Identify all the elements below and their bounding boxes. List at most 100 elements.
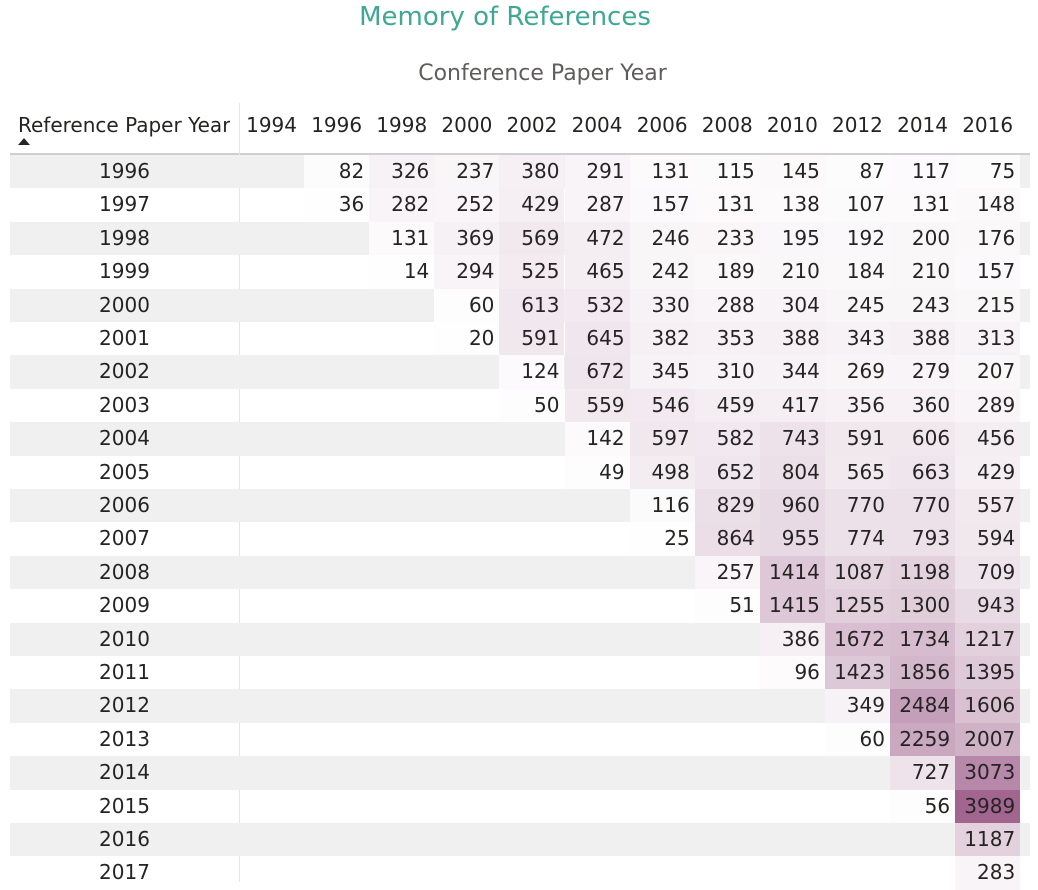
row-header-2002[interactable]: 2002 — [99, 359, 150, 384]
matrix-cell[interactable]: 283 — [955, 856, 1021, 890]
matrix-cell[interactable]: 138 — [759, 188, 825, 222]
matrix-cell[interactable]: 417 — [759, 388, 825, 423]
matrix-cell[interactable]: 382 — [629, 322, 695, 356]
matrix-cell[interactable]: 388 — [890, 322, 956, 356]
row-header-1996[interactable]: 1996 — [99, 159, 150, 183]
matrix-cell[interactable]: 56 — [890, 789, 956, 823]
matrix-cell[interactable]: 597 — [629, 422, 695, 456]
matrix-cell[interactable]: 96 — [759, 656, 825, 690]
matrix-cell[interactable]: 124 — [499, 355, 565, 389]
matrix-cell[interactable]: 582 — [694, 422, 760, 456]
matrix-cell[interactable]: 51 — [694, 589, 760, 623]
matrix-cell[interactable]: 1300 — [890, 589, 956, 623]
matrix-cell[interactable]: 207 — [955, 355, 1021, 389]
matrix-cell[interactable]: 294 — [434, 255, 500, 289]
row-header-2008[interactable]: 2008 — [99, 559, 150, 584]
matrix-cell[interactable]: 1606 — [955, 689, 1021, 723]
matrix-cell[interactable]: 546 — [629, 388, 695, 423]
matrix-cell[interactable]: 115 — [694, 155, 760, 189]
matrix-cell[interactable]: 1856 — [890, 656, 956, 690]
matrix-cell[interactable]: 157 — [955, 255, 1021, 289]
matrix-cell[interactable]: 793 — [890, 522, 956, 556]
matrix-cell[interactable]: 960 — [759, 489, 825, 523]
row-header-2014[interactable]: 2014 — [99, 760, 150, 785]
matrix-cell[interactable]: 252 — [434, 188, 500, 222]
matrix-cell[interactable]: 652 — [694, 455, 760, 489]
row-header-2016[interactable]: 2016 — [99, 827, 150, 851]
matrix-cell[interactable]: 60 — [434, 288, 500, 322]
matrix-cell[interactable]: 1087 — [824, 555, 890, 590]
matrix-cell[interactable]: 233 — [694, 221, 760, 256]
matrix-cell[interactable]: 1415 — [759, 589, 825, 623]
matrix-cell[interactable]: 829 — [694, 489, 760, 523]
matrix-cell[interactable]: 291 — [564, 155, 630, 189]
row-header-2003[interactable]: 2003 — [99, 392, 150, 417]
matrix-cell[interactable]: 559 — [564, 388, 630, 423]
row-header-2005[interactable]: 2005 — [99, 459, 150, 484]
row-header-2007[interactable]: 2007 — [99, 526, 150, 551]
matrix-cell[interactable]: 117 — [890, 155, 956, 189]
matrix-cell[interactable]: 804 — [759, 455, 825, 489]
matrix-cell[interactable]: 142 — [564, 422, 630, 456]
matrix-cell[interactable]: 60 — [824, 722, 890, 757]
matrix-cell[interactable]: 25 — [629, 522, 695, 556]
matrix-cell[interactable]: 289 — [955, 388, 1021, 423]
row-header-2001[interactable]: 2001 — [99, 326, 150, 350]
row-header-title[interactable]: Reference Paper Year — [18, 113, 231, 137]
matrix-cell[interactable]: 2007 — [955, 722, 1021, 757]
matrix-cell[interactable]: 245 — [824, 288, 890, 322]
matrix-cell[interactable]: 943 — [955, 589, 1021, 623]
matrix-cell[interactable]: 1734 — [890, 622, 956, 656]
matrix-cell[interactable]: 75 — [955, 155, 1021, 189]
matrix-cell[interactable]: 1187 — [955, 823, 1021, 857]
matrix-cell[interactable]: 14 — [369, 255, 435, 289]
matrix-cell[interactable]: 356 — [824, 388, 890, 423]
row-header-1999[interactable]: 1999 — [99, 259, 150, 284]
row-header-1998[interactable]: 1998 — [99, 225, 150, 250]
matrix-cell[interactable]: 709 — [955, 555, 1021, 590]
row-header-2006[interactable]: 2006 — [99, 493, 150, 517]
matrix-cell[interactable]: 237 — [434, 155, 500, 189]
matrix-cell[interactable]: 472 — [564, 221, 630, 256]
matrix-cell[interactable]: 131 — [629, 155, 695, 189]
matrix-cell[interactable]: 345 — [629, 355, 695, 389]
matrix-cell[interactable]: 344 — [759, 355, 825, 389]
matrix-cell[interactable]: 107 — [824, 188, 890, 222]
column-header-2006[interactable]: 2006 — [636, 113, 688, 137]
column-header-2014[interactable]: 2014 — [897, 113, 948, 137]
matrix-cell[interactable]: 1395 — [955, 656, 1021, 690]
matrix-cell[interactable]: 743 — [759, 422, 825, 456]
matrix-cell[interactable]: 210 — [890, 255, 956, 289]
matrix-cell[interactable]: 465 — [564, 255, 630, 289]
matrix-cell[interactable]: 525 — [499, 255, 565, 289]
matrix-cell[interactable]: 282 — [369, 188, 435, 222]
matrix-cell[interactable]: 50 — [499, 388, 565, 423]
matrix-cell[interactable]: 1423 — [824, 656, 890, 690]
matrix-cell[interactable]: 565 — [824, 455, 890, 489]
matrix-cell[interactable]: 2484 — [890, 689, 956, 723]
matrix-cell[interactable]: 1217 — [955, 622, 1021, 656]
matrix-cell[interactable]: 770 — [890, 489, 956, 523]
column-header-1994[interactable]: 1994 — [246, 113, 297, 137]
column-header-2012[interactable]: 2012 — [831, 113, 883, 137]
matrix-cell[interactable]: 192 — [824, 221, 890, 256]
matrix-cell[interactable]: 116 — [629, 489, 695, 523]
matrix-cell[interactable]: 3989 — [955, 789, 1021, 823]
row-header-2010[interactable]: 2010 — [99, 626, 150, 651]
matrix-cell[interactable]: 672 — [564, 355, 630, 389]
matrix-cell[interactable]: 388 — [759, 322, 825, 356]
matrix-cell[interactable]: 429 — [955, 455, 1021, 489]
matrix-cell[interactable]: 727 — [890, 756, 956, 790]
matrix-cell[interactable]: 360 — [890, 388, 956, 423]
matrix-cell[interactable]: 257 — [694, 555, 760, 590]
matrix-cell[interactable]: 663 — [890, 455, 956, 489]
row-header-2004[interactable]: 2004 — [99, 426, 150, 451]
column-header-2004[interactable]: 2004 — [571, 113, 623, 137]
matrix-cell[interactable]: 200 — [890, 221, 956, 256]
matrix-cell[interactable]: 184 — [824, 255, 890, 289]
matrix-cell[interactable]: 591 — [499, 322, 565, 356]
matrix-cell[interactable]: 82 — [304, 155, 370, 189]
matrix-cell[interactable]: 613 — [499, 288, 565, 322]
matrix-cell[interactable]: 498 — [629, 455, 695, 489]
matrix-cell[interactable]: 243 — [890, 288, 956, 322]
